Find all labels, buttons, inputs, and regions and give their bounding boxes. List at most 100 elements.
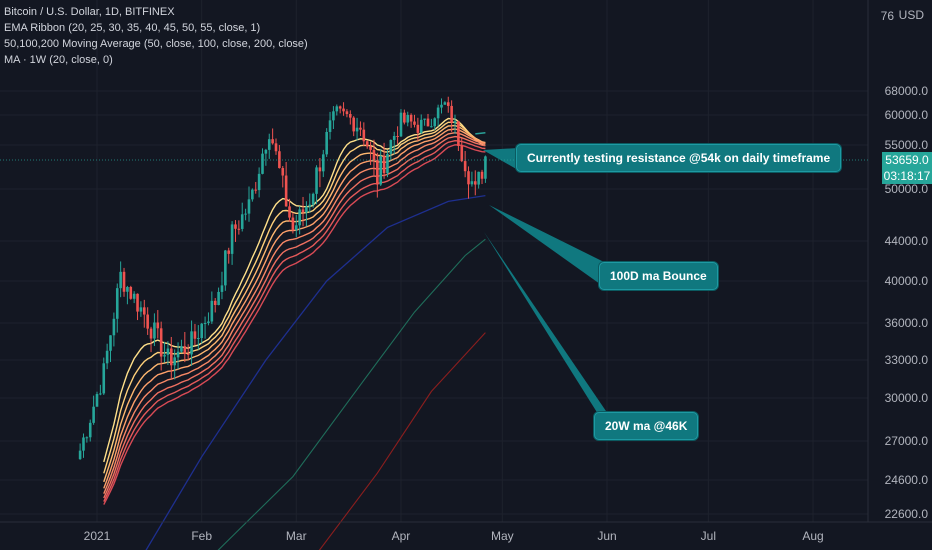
candle-body [477, 171, 480, 185]
candle-body [203, 323, 207, 325]
candle-body [82, 437, 85, 451]
candle-body [355, 127, 359, 132]
candle-body [423, 118, 426, 120]
callout-weekly-ma[interactable]: 20W ma @46K [594, 412, 699, 440]
candle-body [460, 145, 464, 162]
indicator-ema-ribbon[interactable]: EMA Ribbon (20, 25, 30, 35, 40, 45, 50, … [4, 22, 261, 34]
candle-body [200, 323, 204, 339]
candle-body [207, 321, 210, 324]
candle-body [315, 167, 318, 194]
candle-body [251, 189, 254, 200]
time-axis[interactable]: 2021 Feb Mar Apr May Jun Jul Aug [84, 529, 824, 543]
ema-ribbon-line [103, 144, 486, 505]
candle-body [369, 146, 372, 150]
candle-body [115, 288, 119, 319]
time-tick-label: 2021 [84, 529, 111, 543]
price-axis[interactable]: 22600.0 24600.0 27000.0 30000.0 33000.0 36000… [885, 84, 929, 521]
time-tick-label: May [491, 529, 514, 543]
price-tick-label: 22600.0 [885, 507, 929, 521]
candle-body [186, 353, 190, 355]
candle-body [284, 175, 288, 207]
price-tick-label: 40000.0 [885, 274, 929, 288]
candle-body [443, 102, 447, 105]
candle-body [237, 228, 241, 230]
candle-body [392, 135, 396, 140]
candle-body [419, 119, 423, 133]
candle-body [126, 286, 129, 292]
candle-body [399, 112, 403, 137]
candle-body [480, 171, 484, 179]
candle-body [470, 181, 474, 185]
candle-body [247, 199, 251, 214]
candle-body [426, 118, 430, 127]
candle-body [136, 293, 139, 312]
candle-body [430, 126, 433, 128]
candle-body [352, 117, 355, 132]
candle-body [332, 111, 335, 121]
candle-body [132, 293, 136, 299]
candle-body [298, 209, 301, 226]
candle-body [281, 168, 285, 176]
price-tick-label: 44000.0 [885, 234, 929, 248]
candle-body [389, 139, 393, 154]
candle-body [109, 335, 112, 351]
candle-body [139, 307, 143, 312]
candle-body [440, 104, 443, 108]
bar-countdown: 03:18:17 [882, 168, 932, 184]
candle-body [224, 250, 227, 286]
candle-body [190, 331, 193, 355]
ma-weekly-line [475, 131, 486, 135]
price-tick-label: 30000.0 [885, 391, 929, 405]
candle-body [220, 285, 224, 292]
ema-ribbon-line [103, 139, 486, 502]
callout-pointers [483, 148, 608, 414]
candle-body [170, 348, 173, 366]
candle-body [240, 214, 244, 229]
candle-body [308, 204, 312, 207]
time-tick-label: Apr [392, 529, 411, 543]
candle-body [119, 271, 122, 289]
ema-ribbon [103, 117, 486, 505]
currency-label[interactable]: USD [896, 8, 926, 22]
candle-body [376, 160, 379, 185]
candle-body [112, 318, 116, 336]
candle-body [146, 314, 149, 329]
candle-body [484, 156, 487, 179]
price-tick-label: 60000.0 [885, 108, 929, 122]
time-tick-label: Feb [191, 529, 212, 543]
candle-body [288, 206, 291, 218]
symbol-title[interactable]: Bitcoin / U.S. Dollar, 1D, BITFINEX [4, 6, 175, 18]
candle-body [291, 217, 295, 231]
candle-body [99, 393, 102, 395]
candle-body [257, 173, 261, 191]
candle-body [382, 156, 386, 174]
candle-body [95, 394, 99, 407]
candle-body [396, 135, 399, 137]
time-tick-label: Mar [286, 529, 307, 543]
candle-body [102, 363, 106, 394]
candle-body [450, 105, 453, 123]
moving-averages [145, 131, 486, 550]
candle-body [457, 121, 460, 146]
candle-body [213, 300, 217, 306]
candle-body [217, 291, 220, 306]
candle-body [349, 114, 352, 118]
candle-body [403, 112, 406, 123]
ema-ribbon-line [103, 131, 486, 494]
ema-ribbon-line [103, 121, 486, 474]
time-tick-label: Jun [597, 529, 616, 543]
candle-body [379, 156, 383, 185]
candle-body [321, 154, 325, 172]
candle-body [105, 350, 109, 364]
candle-body [271, 139, 274, 144]
candle-body [166, 348, 170, 355]
callout-resistance[interactable]: Currently testing resistance @54k on dai… [516, 144, 842, 172]
candle-body [433, 118, 437, 127]
callout-bounce[interactable]: 100D ma Bounce [599, 262, 718, 290]
indicator-ma-set[interactable]: 50,100,200 Moving Average (50, close, 10… [4, 38, 308, 50]
candle-body [234, 224, 237, 229]
candle-body [301, 209, 305, 213]
candle-body [406, 114, 410, 123]
indicator-ma-weekly[interactable]: MA · 1W (20, close, 0) [4, 54, 113, 66]
